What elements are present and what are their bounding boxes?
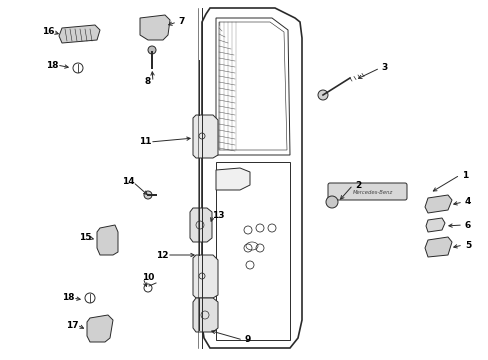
Polygon shape (424, 237, 451, 257)
Circle shape (148, 46, 156, 54)
Text: 9: 9 (244, 336, 251, 345)
Text: 16: 16 (41, 27, 54, 36)
Text: 18: 18 (46, 60, 58, 69)
Polygon shape (59, 25, 100, 43)
Text: 17: 17 (65, 320, 78, 329)
Text: 5: 5 (464, 240, 470, 249)
Text: 1: 1 (461, 171, 467, 180)
Polygon shape (216, 168, 249, 190)
Polygon shape (202, 8, 302, 348)
Polygon shape (424, 195, 451, 213)
Text: 15: 15 (79, 234, 91, 243)
Polygon shape (216, 162, 289, 340)
Polygon shape (97, 225, 118, 255)
Polygon shape (193, 298, 218, 332)
Text: 14: 14 (122, 177, 134, 186)
FancyBboxPatch shape (327, 183, 406, 200)
Polygon shape (193, 115, 218, 158)
Polygon shape (425, 218, 444, 232)
Circle shape (143, 191, 152, 199)
Text: 11: 11 (139, 138, 151, 147)
Text: 7: 7 (179, 18, 185, 27)
Text: 13: 13 (211, 211, 224, 220)
Polygon shape (190, 208, 212, 242)
Polygon shape (87, 315, 113, 342)
Text: 4: 4 (464, 198, 470, 207)
Text: Mercedes-Benz: Mercedes-Benz (352, 190, 392, 195)
Text: 18: 18 (61, 293, 74, 302)
Text: 6: 6 (464, 220, 470, 230)
Text: 12: 12 (156, 251, 168, 260)
Circle shape (325, 196, 337, 208)
Circle shape (317, 90, 327, 100)
Polygon shape (219, 22, 286, 150)
Text: 3: 3 (381, 63, 387, 72)
Polygon shape (193, 255, 218, 298)
Polygon shape (140, 15, 170, 40)
Text: 10: 10 (142, 274, 154, 283)
Text: 8: 8 (144, 77, 151, 86)
Text: 2: 2 (354, 180, 360, 189)
Polygon shape (216, 18, 289, 155)
